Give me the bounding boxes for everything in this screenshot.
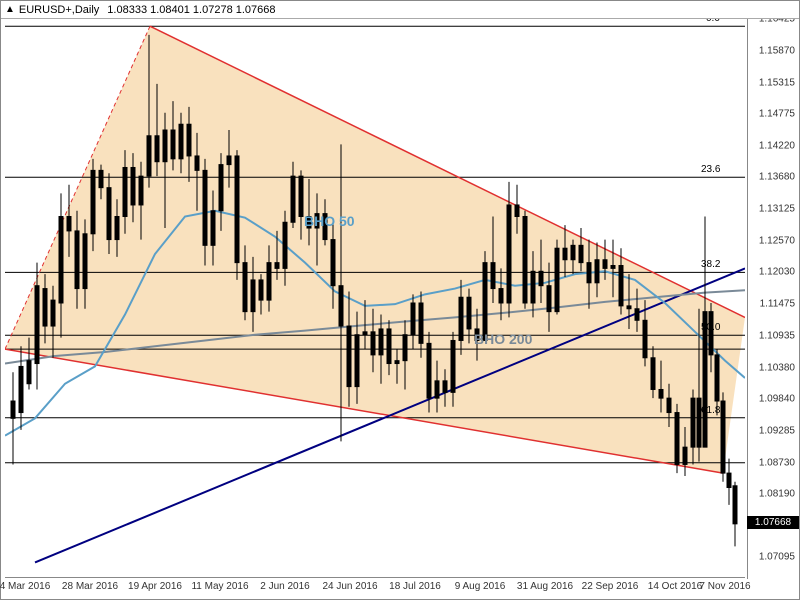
y-axis: 1.164251.158701.153151.147751.142201.136… [747, 19, 799, 579]
ma200-label: BHO 200 [474, 331, 532, 347]
y-tick: 1.11475 [760, 299, 795, 310]
y-tick: 1.07095 [759, 552, 795, 563]
x-tick: 28 Mar 2016 [62, 581, 118, 592]
y-tick: 1.08190 [759, 488, 795, 499]
y-tick: 1.13125 [759, 204, 795, 215]
header-arrow-icon: ▲ [5, 4, 15, 15]
y-tick: 1.10380 [759, 362, 795, 373]
ma50-label: BHO 50 [304, 213, 355, 229]
x-tick: 9 Aug 2016 [455, 581, 506, 592]
x-tick: 4 Mar 2016 [0, 581, 50, 592]
y-tick: 1.09840 [759, 393, 795, 404]
y-tick: 1.08730 [759, 457, 795, 468]
current-price-label: 1.07668 [747, 516, 799, 529]
symbol-label: EURUSD+,Daily [19, 4, 99, 16]
chart-container: ▲ EURUSD+,Daily 1.08333 1.08401 1.07278 … [0, 0, 800, 600]
fib-label: 61.8 [701, 405, 720, 416]
plot-svg [5, 19, 745, 579]
fib-label: 50.0 [701, 322, 720, 333]
x-tick: 18 Jul 2016 [389, 581, 441, 592]
chart-header: ▲ EURUSD+,Daily 1.08333 1.08401 1.07278 … [1, 1, 799, 19]
x-tick: 24 Jun 2016 [322, 581, 377, 592]
x-axis: 4 Mar 201628 Mar 201619 Apr 201611 May 2… [5, 577, 745, 599]
x-tick: 19 Apr 2016 [128, 581, 182, 592]
x-tick: 31 Aug 2016 [517, 581, 573, 592]
fib-label: 23.6 [701, 164, 720, 175]
y-tick: 1.15315 [759, 78, 795, 89]
y-tick: 1.09285 [759, 425, 795, 436]
y-tick: 1.13680 [759, 172, 795, 183]
y-tick: 1.14775 [759, 109, 795, 120]
fib-label: 38.2 [701, 259, 720, 270]
ohlc-label: 1.08333 1.08401 1.07278 1.07668 [107, 4, 275, 16]
y-tick: 1.15870 [759, 46, 795, 57]
y-tick: 1.12030 [759, 267, 795, 278]
x-tick: 11 May 2016 [191, 581, 248, 592]
x-tick: 14 Oct 2016 [648, 581, 702, 592]
x-tick: 22 Sep 2016 [582, 581, 639, 592]
y-tick: 1.12570 [759, 236, 795, 247]
plot-area[interactable] [5, 19, 745, 579]
y-tick: 1.14220 [759, 141, 795, 152]
x-tick: 2 Jun 2016 [260, 581, 310, 592]
y-tick: 1.10935 [759, 330, 795, 341]
x-tick: 7 Nov 2016 [699, 581, 750, 592]
